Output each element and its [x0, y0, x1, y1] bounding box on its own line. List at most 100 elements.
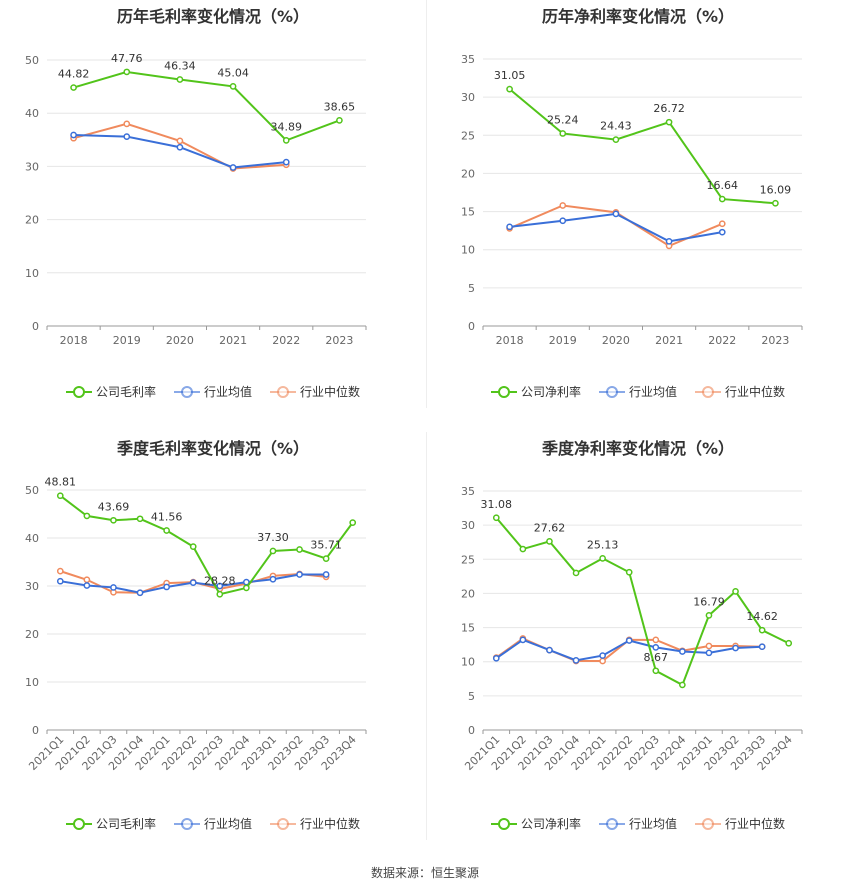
legend-item[interactable]: 公司净利率: [490, 815, 581, 832]
x-tick-label: 2018: [60, 334, 88, 347]
data-point: [176, 76, 184, 83]
data-label: 48.81: [45, 476, 77, 489]
series-line: [73, 70, 340, 142]
legend-label: 公司净利率: [520, 385, 581, 399]
y-tick-label: 35: [461, 485, 475, 498]
legend-label: 公司毛利率: [95, 817, 156, 831]
data-point: [679, 681, 686, 689]
data-label: 8.67: [644, 651, 669, 664]
data-point: [718, 220, 726, 228]
legend-item[interactable]: 行业中位数: [270, 383, 360, 400]
data-point: [110, 584, 117, 591]
data-label: 47.76: [111, 52, 143, 65]
data-point: [652, 644, 660, 651]
y-tick-label: 15: [461, 622, 475, 635]
data-point: [758, 626, 766, 634]
data-point: [176, 143, 184, 151]
data-point: [492, 654, 500, 662]
data-label: 46.34: [164, 59, 196, 72]
data-point: [229, 83, 237, 90]
data-point: [322, 571, 330, 578]
chart-title: 历年净利率变化情况（%）: [541, 7, 735, 26]
legend-item[interactable]: 行业均值: [173, 815, 252, 832]
chart-panel: 历年毛利率变化情况（%） 0 10 20 30 40 50 2018 2019 2020 2021…: [0, 0, 426, 420]
data-point: [625, 637, 633, 644]
legend-label: 行业中位数: [725, 817, 786, 831]
data-point: [70, 131, 77, 139]
chart-panel: 季度净利率变化情况（%） 0 5 10 15 20 25 30 35 2021Q1 2021Q2 2…: [426, 432, 850, 852]
legend-item[interactable]: 行业中位数: [270, 815, 360, 832]
data-label: 25.13: [587, 538, 619, 551]
chart-title: 季度净利率变化情况（%）: [541, 439, 735, 458]
data-point: [665, 237, 673, 245]
legend-item[interactable]: 公司净利率: [490, 383, 581, 400]
data-point: [785, 639, 793, 647]
y-tick-label: 40: [25, 532, 39, 545]
chart-legend: 公司毛利率 行业均值 行业中位数: [0, 815, 426, 832]
data-point: [189, 543, 197, 550]
x-tick-label: 2022: [708, 334, 736, 347]
data-point: [546, 538, 553, 545]
data-point: [652, 636, 660, 644]
data-label: 45.04: [217, 66, 249, 79]
chart-svg: 010203040502021Q12021Q22021Q32021Q42022Q…: [25, 476, 367, 773]
vertical-divider: [426, 0, 427, 408]
series-line: [495, 517, 790, 687]
legend-item[interactable]: 公司毛利率: [65, 383, 156, 400]
x-tick-label: 2022: [272, 334, 300, 347]
data-point: [243, 584, 250, 592]
y-tick-label: 10: [461, 656, 475, 669]
chart-panel: 历年净利率变化情况（%） 0 5 10 15 20 25 30 35 2018 2019 2020 2…: [426, 0, 850, 420]
x-tick-label: 2020: [166, 334, 194, 347]
chart-legend: 公司净利率 行业均值 行业中位数: [426, 815, 850, 832]
data-label: 37.30: [257, 531, 289, 544]
data-point: [492, 514, 500, 522]
y-tick-label: 20: [25, 214, 39, 227]
chart-panel: 季度毛利率变化情况（%） 0 10 20 30 40 50 2021Q1 2021Q2 2021…: [0, 432, 426, 852]
legend-swatch-icon: [65, 385, 92, 398]
legend-item[interactable]: 行业中位数: [695, 383, 785, 400]
data-point: [189, 579, 197, 586]
data-point: [56, 577, 64, 585]
data-point: [559, 217, 567, 225]
data-label: 34.89: [271, 120, 303, 133]
y-tick-label: 30: [25, 580, 39, 593]
data-point: [612, 136, 620, 143]
y-tick-label: 30: [25, 160, 39, 173]
legend-item[interactable]: 公司毛利率: [65, 815, 156, 832]
x-tick-label: 2019: [549, 334, 577, 347]
legend-swatch-icon: [695, 817, 721, 830]
legend-label: 行业均值: [628, 385, 677, 399]
series-line: [508, 88, 776, 205]
legend-swatch-icon: [490, 817, 517, 830]
data-point: [705, 649, 713, 657]
chart-legend: 公司毛利率 行业均值 行业中位数: [0, 383, 426, 400]
data-point: [56, 492, 64, 500]
data-point: [718, 228, 726, 236]
y-tick-label: 10: [25, 676, 39, 689]
legend-item[interactable]: 行业均值: [173, 383, 252, 400]
chart-title: 历年毛利率变化情况（%）: [116, 7, 310, 26]
data-label: 31.05: [494, 69, 525, 82]
data-point: [572, 569, 580, 577]
data-point: [625, 568, 633, 576]
legend-item[interactable]: 行业均值: [598, 383, 677, 400]
data-point: [572, 656, 580, 664]
data-point: [282, 137, 290, 144]
data-point: [83, 576, 91, 584]
legend-item[interactable]: 行业中位数: [695, 815, 785, 832]
data-point: [732, 588, 739, 595]
data-point: [282, 158, 290, 166]
data-point: [110, 516, 117, 524]
y-tick-label: 0: [32, 320, 39, 333]
data-point: [599, 657, 606, 665]
legend-label: 公司毛利率: [95, 385, 156, 399]
data-point: [599, 555, 606, 562]
y-tick-label: 10: [25, 267, 39, 280]
y-tick-label: 0: [468, 724, 475, 737]
legend-item[interactable]: 行业均值: [598, 815, 677, 832]
data-point: [296, 546, 303, 553]
legend-label: 行业均值: [203, 385, 252, 399]
y-tick-label: 30: [461, 91, 475, 104]
data-label: 38.65: [324, 100, 356, 113]
